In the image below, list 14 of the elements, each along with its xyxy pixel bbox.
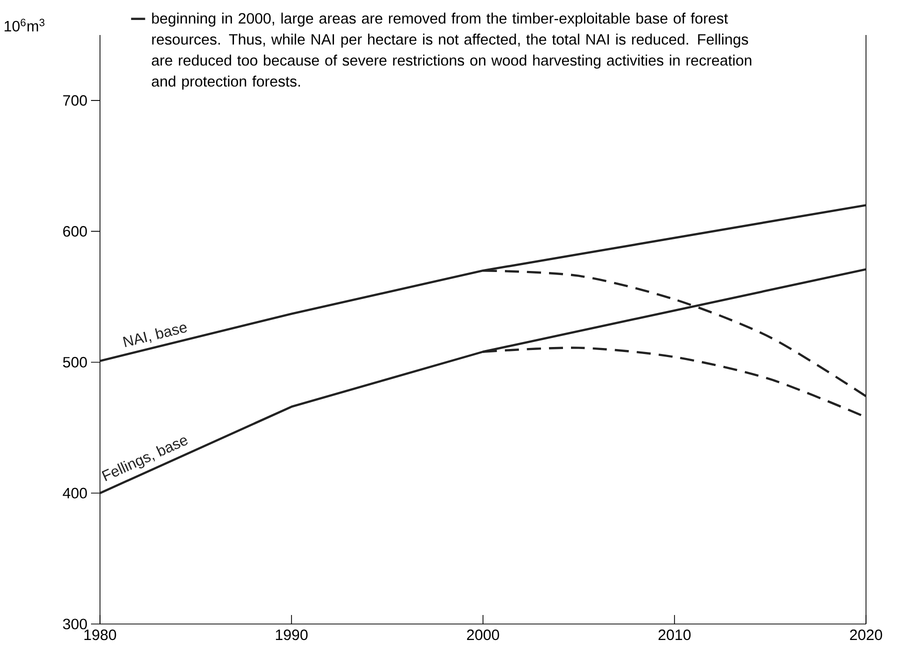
x-tick-label: 2010 [658, 630, 691, 640]
y-axis-title: 10$^{6}$m$^{3}$ [4, 18, 44, 32]
y-tick-label: 300 [63, 618, 87, 630]
y-tick-label: 400 [62, 488, 87, 498]
x-tick-label: 2000 [467, 630, 500, 640]
x-tick-label: 1980 [84, 630, 116, 640]
x-tick-label: 2020 [850, 630, 882, 640]
text: NAI, base [122, 324, 187, 348]
line-series [98, 268, 868, 494]
y-tick-label: 500 [63, 356, 87, 368]
legend-label: beginning in 2000, large areas are removed from the timber-exploitable base of forest resources. Thus, while NAI per hectare is not affected, the total NAI is reduced. Fellings are reduced too because of severe restrictions on wood harvesting activities in recreation and protection forests. [152, 12, 752, 90]
y-tick-label: 700 [63, 95, 87, 106]
y-tick-label: 600 [63, 226, 87, 237]
x-tick-label: 1990 [276, 630, 308, 640]
